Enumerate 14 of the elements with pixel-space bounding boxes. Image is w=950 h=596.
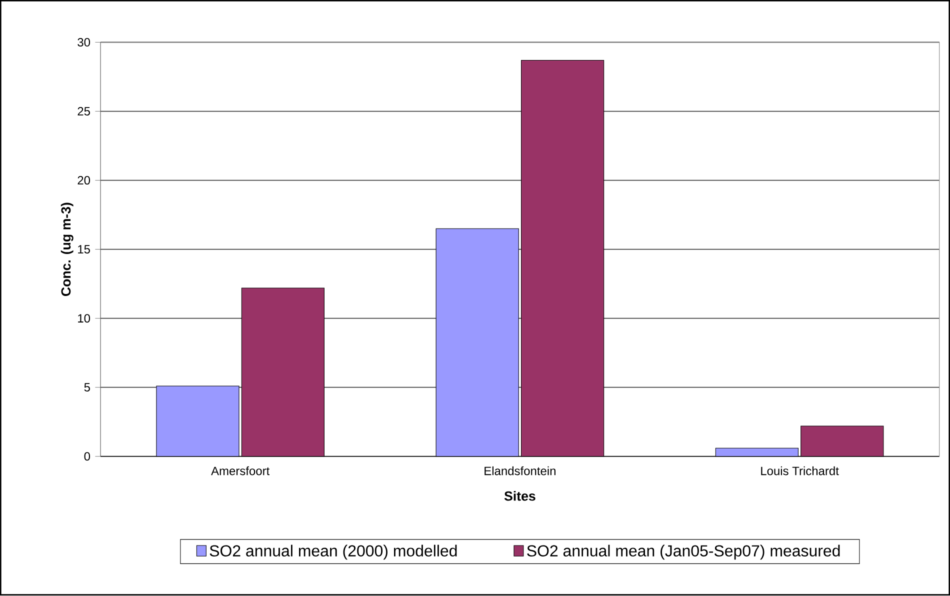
y-tick-label: 10 <box>78 314 90 323</box>
legend-label: SO2 annual mean (2000) modelled <box>210 545 457 560</box>
y-tick-label: 20 <box>78 176 90 185</box>
legend-label: SO2 annual mean (Jan05-Sep07) measured <box>527 545 840 560</box>
y-tick-label: 30 <box>78 38 90 47</box>
y-tick-label: 0 <box>84 452 90 461</box>
y-tick-label: 25 <box>78 107 90 116</box>
y-tick-label: 15 <box>78 245 90 254</box>
y-tick-label: 5 <box>84 383 90 392</box>
x-tick-label: Louis Trichardt <box>761 466 839 476</box>
x-tick-label: Amersfoort <box>211 466 270 476</box>
x-axis-title: Sites <box>504 491 536 502</box>
y-axis-title: Conc. (ug m-3) <box>60 203 74 296</box>
x-tick-label: Elandsfontein <box>484 466 556 476</box>
